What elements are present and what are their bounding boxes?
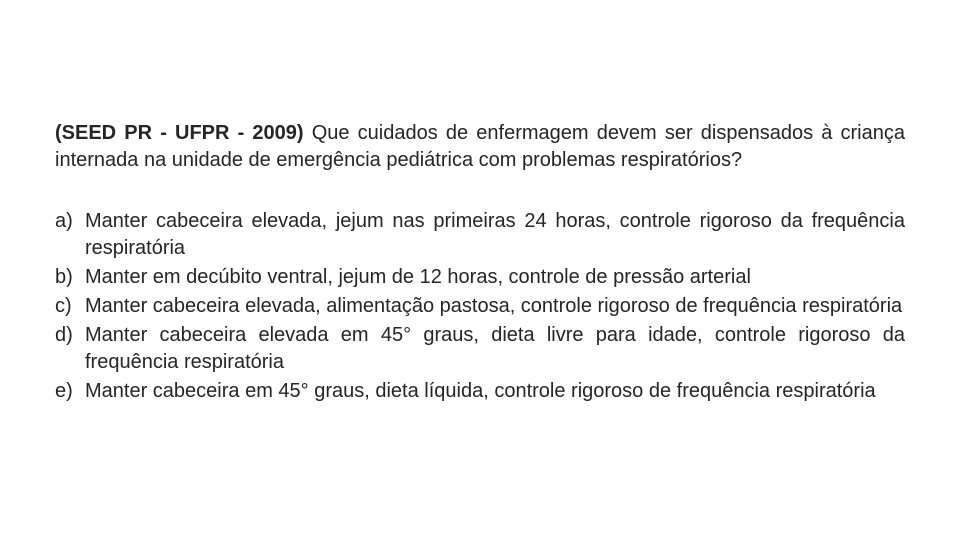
options-list: a) Manter cabeceira elevada, jejum nas p… — [55, 208, 905, 405]
option-text: Manter cabeceira elevada em 45° graus, d… — [85, 322, 905, 376]
question-block: (SEED PR - UFPR - 2009) Que cuidados de … — [55, 120, 905, 174]
option-d: d) Manter cabeceira elevada em 45° graus… — [55, 322, 905, 376]
question-source: (SEED PR - UFPR - 2009) — [55, 122, 304, 144]
option-b: b) Manter em decúbito ventral, jejum de … — [55, 264, 905, 291]
option-text: Manter cabeceira elevada, jejum nas prim… — [85, 208, 905, 262]
option-a: a) Manter cabeceira elevada, jejum nas p… — [55, 208, 905, 262]
option-text: Manter cabeceira em 45° graus, dieta líq… — [85, 378, 905, 405]
option-letter: b) — [55, 264, 85, 291]
option-text: Manter cabeceira elevada, alimentação pa… — [85, 293, 905, 320]
option-text: Manter em decúbito ventral, jejum de 12 … — [85, 264, 905, 291]
option-e: e) Manter cabeceira em 45° graus, dieta … — [55, 378, 905, 405]
option-letter: c) — [55, 293, 85, 320]
option-c: c) Manter cabeceira elevada, alimentação… — [55, 293, 905, 320]
option-letter: e) — [55, 378, 85, 405]
option-letter: a) — [55, 208, 85, 262]
option-letter: d) — [55, 322, 85, 376]
slide: (SEED PR - UFPR - 2009) Que cuidados de … — [0, 0, 960, 540]
